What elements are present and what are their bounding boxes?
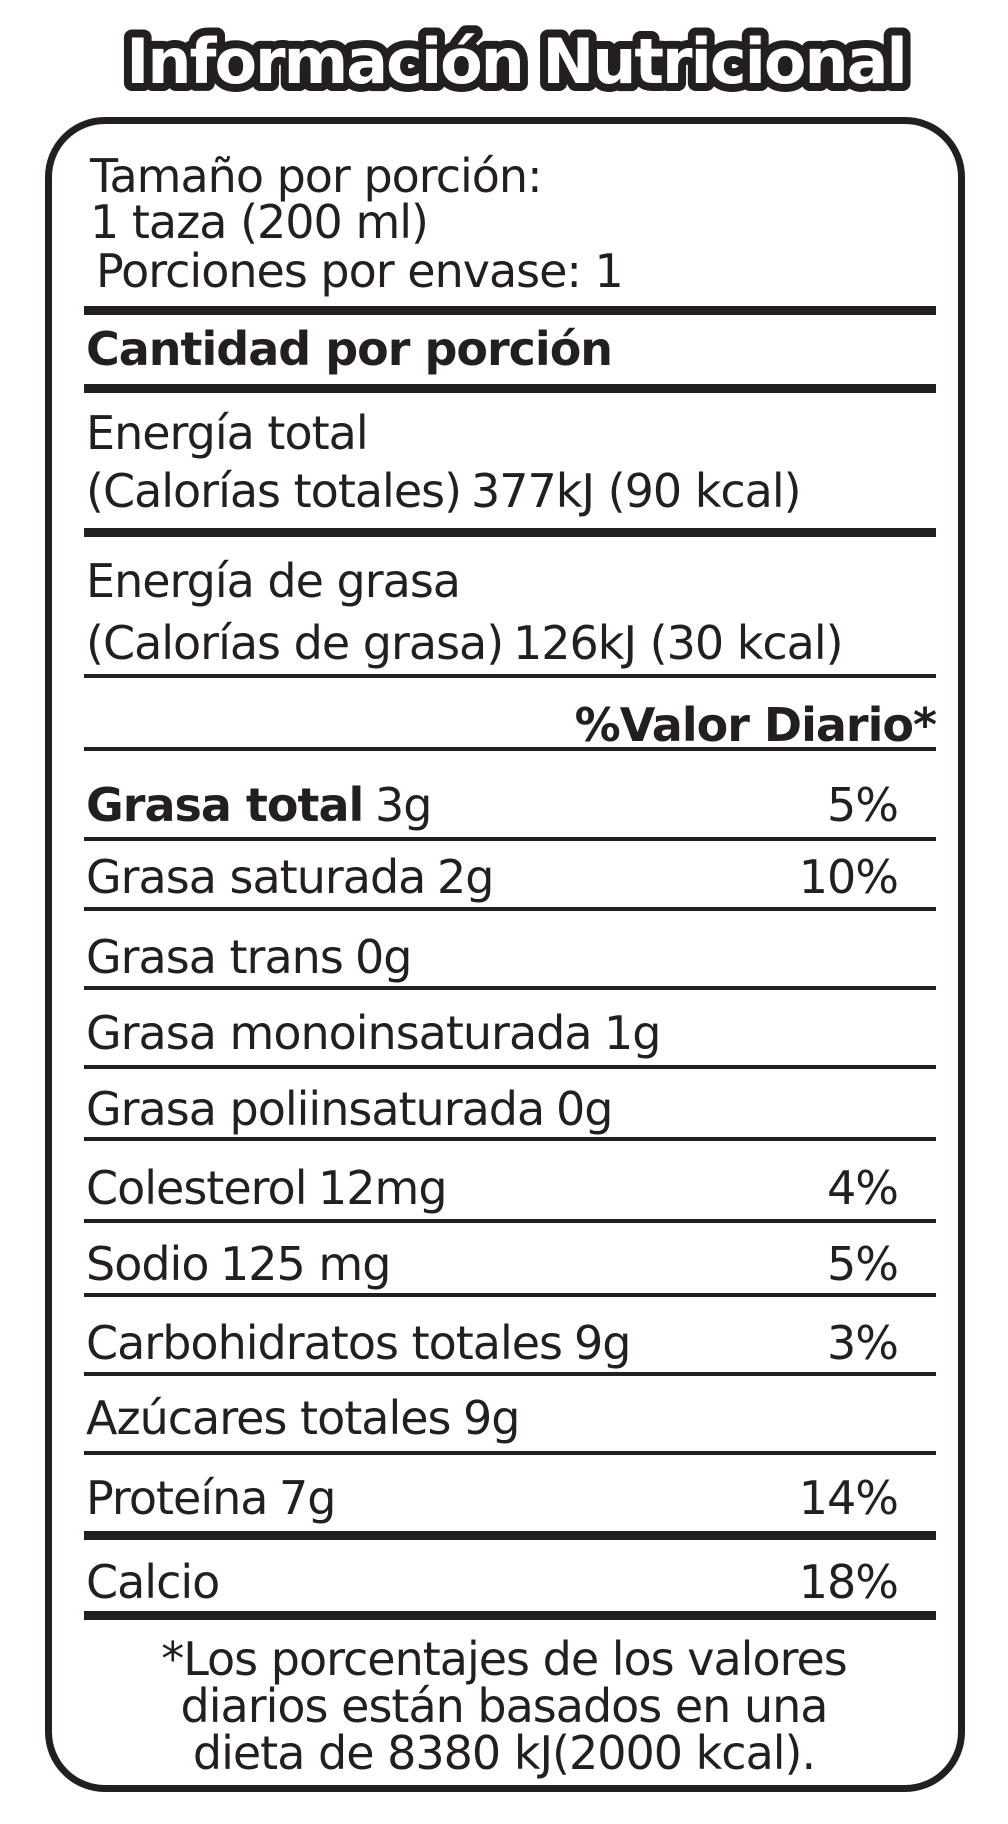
nutrient-name: Proteína (86, 1471, 268, 1525)
nutrient-dv: 3% (827, 1316, 899, 1370)
nutrient-name: Colesterol (86, 1161, 307, 1215)
nutrient-dv: 5% (827, 778, 899, 832)
servings: Porciones por envase: 1 (96, 244, 624, 298)
rule (84, 1219, 936, 1223)
energy-sub-label: (Calorías totales) (86, 464, 462, 518)
amount-header: Cantidad por porción (86, 322, 613, 376)
nutrient-name: Calcio (86, 1555, 220, 1609)
rule (84, 837, 936, 841)
rule (84, 1611, 936, 1620)
serving-size-label: Tamaño por porción: (90, 149, 543, 203)
nutrient-name: Grasa total (86, 778, 364, 832)
nutrient-amount: 9g (574, 1316, 631, 1370)
energy-label: Energía de grasa (86, 554, 461, 608)
title: Información Nutricional (126, 25, 905, 98)
nutrient-dv: 14% (798, 1471, 899, 1525)
rule (84, 1065, 936, 1069)
title-svg: Información Nutricional (118, 17, 915, 106)
rule (84, 674, 936, 678)
nutrient-dv: 10% (798, 850, 899, 904)
nutrient-name: Grasa saturada (86, 850, 426, 904)
footnote: *Los porcentajes de los valores (161, 1632, 848, 1686)
rule (84, 1531, 936, 1540)
nutrient-dv: 4% (827, 1161, 899, 1215)
nutrient-amount: 9g (463, 1391, 520, 1445)
rule (84, 907, 936, 911)
nutrient-name: Grasa trans (86, 930, 344, 984)
rule (84, 306, 936, 315)
daily-value-header: %Valor Diario* (574, 698, 937, 752)
nutrient-name: Carbohidratos totales (86, 1316, 563, 1370)
serving-size: 1 taza (200 ml) (90, 195, 429, 249)
nutrient-amount: 3g (375, 778, 432, 832)
nutrient-amount: 1g (604, 1006, 661, 1060)
nutrient-amount: 2g (437, 850, 494, 904)
energy-value: 126kJ (30 kcal) (513, 616, 844, 670)
footnote: diarios están basados en una (180, 1679, 829, 1733)
energy-value: 377kJ (90 kcal) (471, 464, 802, 518)
rule (84, 747, 936, 751)
rule (84, 986, 936, 990)
energy-label: Energía total (86, 406, 369, 460)
nutrient-amount: 125 mg (220, 1237, 391, 1291)
nutrient-name: Grasa poliinsaturada (86, 1082, 545, 1136)
nutrient-name: Azúcares totales (86, 1391, 451, 1445)
rule (84, 1137, 936, 1141)
energy-sub-label: (Calorías de grasa) (86, 616, 504, 670)
nutrient-amount: 12mg (318, 1161, 448, 1215)
nutrient-name: Grasa monoinsaturada (86, 1006, 593, 1060)
nutrient-dv: 18% (798, 1555, 899, 1609)
rule (84, 384, 936, 393)
rule (84, 1372, 936, 1376)
nutrient-amount: 7g (279, 1471, 336, 1525)
rule (84, 528, 936, 537)
nutrient-dv: 5% (827, 1237, 899, 1291)
rule (84, 1293, 936, 1297)
label-box (45, 117, 965, 1792)
nutrient-amount: 0g (556, 1082, 613, 1136)
nutrient-amount: 0g (355, 930, 412, 984)
nutrient-name: Sodio (86, 1237, 209, 1291)
rule (84, 1451, 936, 1455)
footnote: dieta de 8380 kJ(2000 kcal). (192, 1726, 816, 1780)
